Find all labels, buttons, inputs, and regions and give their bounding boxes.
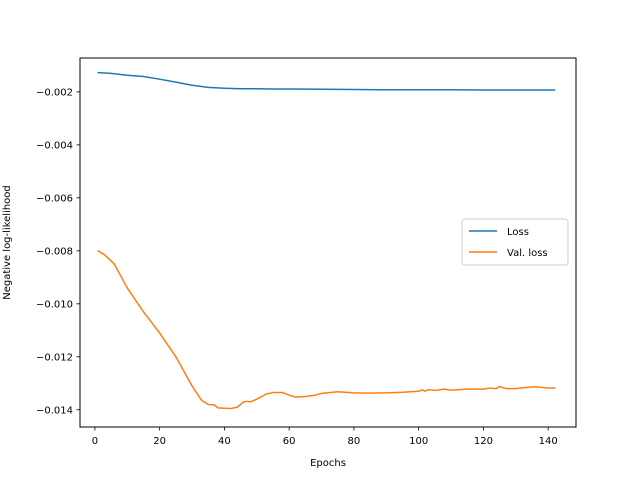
y-tick-label: −0.004	[36, 140, 73, 151]
x-axis-ticks: 0 20 40 60 80 100 120 140	[92, 427, 558, 447]
x-tick-label: 100	[409, 436, 428, 447]
legend-label-0: Loss	[507, 227, 529, 238]
y-tick-label: −0.002	[36, 88, 73, 99]
series-line-1	[97, 249, 556, 410]
legend-entries: Loss Val. loss	[469, 227, 548, 259]
y-axis-ticks: −0.014 −0.012 −0.010 −0.008 −0.006 −0.004 −0.0…	[36, 88, 80, 416]
y-tick-label: −0.008	[36, 246, 73, 257]
series-line-0	[97, 71, 556, 91]
x-tick-label: 140	[539, 436, 558, 447]
legend: Loss Val. loss	[461, 218, 569, 266]
x-tick-label: 80	[348, 436, 361, 447]
series-layer	[97, 71, 556, 410]
y-tick-label: −0.010	[36, 299, 73, 310]
x-tick-label: 120	[474, 436, 493, 447]
x-tick-label: 0	[92, 436, 98, 447]
y-tick-label: −0.012	[36, 352, 73, 363]
y-axis-label: Negative log-likelihood	[2, 185, 13, 300]
y-tick-label: −0.014	[36, 405, 73, 416]
x-tick-label: 60	[283, 436, 296, 447]
x-tick-label: 20	[153, 436, 166, 447]
x-tick-label: 40	[218, 436, 231, 447]
plot-frame	[79, 57, 577, 428]
x-axis-label: Epochs	[310, 458, 346, 469]
y-tick-label: −0.006	[36, 193, 73, 204]
legend-label-1: Val. loss	[507, 248, 548, 259]
